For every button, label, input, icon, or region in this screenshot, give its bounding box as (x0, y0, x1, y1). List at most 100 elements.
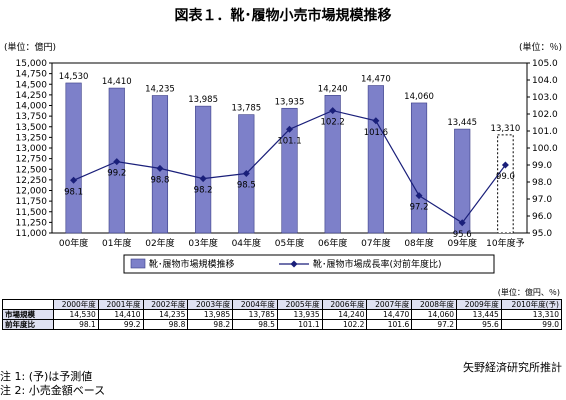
growth-marker (286, 125, 293, 133)
notes: 注 1: (予)は予測値 注 2: 小売金額ベース (0, 370, 105, 398)
bar (281, 107, 298, 234)
growth-marker (329, 107, 337, 115)
table-cell: 14,240 (321, 309, 368, 320)
growth-value-label: 101.6 (364, 128, 388, 138)
table-year-header: 2009年度 (456, 299, 502, 310)
note-2: 注 2: 小売金額ベース (0, 384, 106, 397)
bar (324, 95, 341, 234)
table-cell: 98.2 (187, 319, 234, 330)
growth-marker (70, 176, 78, 184)
table-cell: 14,235 (142, 309, 189, 320)
right-tick-label: 101.0 (532, 127, 558, 137)
table-cell: 13,935 (276, 309, 323, 320)
table-cell: 98.5 (232, 319, 278, 330)
table-cell: 14,470 (366, 309, 413, 320)
table-cell: 14,410 (97, 309, 144, 320)
legend-line-label: 靴･履物市場成長率(対前年度比) (313, 258, 442, 270)
data-table: 2000年度 2001年度 2002年度 2003年度 2004年度 2005年度 2006… (2, 299, 563, 330)
table-cell: 13,445 (456, 309, 502, 320)
legend-bar-swatch (130, 258, 146, 269)
category-label: 01年度 (102, 237, 131, 249)
bar-forecast (497, 134, 514, 234)
category-label: 08年度 (404, 237, 433, 249)
left-tick-label: 12,500 (16, 165, 48, 175)
right-tick-label: 99.0 (532, 161, 552, 171)
growth-value-label: 99.2 (107, 169, 126, 179)
category-label: 07年度 (361, 237, 390, 249)
left-tick-label: 13,250 (16, 133, 48, 143)
table-cell: 98.8 (142, 319, 189, 330)
growth-value-label: 98.5 (237, 181, 256, 191)
table-year-header: 2007年度 (366, 299, 413, 310)
table-cell: 102.2 (321, 319, 368, 330)
left-tick-label: 13,500 (16, 123, 48, 133)
table-corner (2, 299, 54, 310)
table-cell: 14,530 (53, 309, 99, 320)
table-year-header: 2005年度 (276, 299, 323, 310)
table-cell: 99.2 (97, 319, 144, 330)
note-1: 注 1: (予)は予測値 (0, 370, 93, 383)
chart: 図表１．靴･履物小売市場規模推移 (単位：億円) (単位：％) 11,00011… (4, 7, 562, 274)
table-year-header: 2008年度 (411, 299, 458, 310)
category-label: 00年度 (59, 237, 88, 249)
category-label: 06年度 (318, 237, 347, 249)
table-cell: 101.1 (276, 319, 323, 330)
category-label: 09年度 (448, 237, 477, 249)
table-year-header: 2001年度 (97, 299, 144, 310)
table-cell: 99.0 (500, 319, 563, 330)
bar-value-label: 14,410 (102, 77, 132, 87)
growth-value-label: 102.2 (321, 118, 345, 128)
table-year-header: 2000年度 (53, 299, 99, 310)
left-tick-label: 11,000 (16, 229, 48, 239)
right-tick-label: 104.0 (532, 76, 558, 86)
left-tick-label: 11,250 (16, 218, 48, 228)
bar-value-label: 14,530 (59, 72, 89, 82)
right-tick-label: 95.0 (532, 229, 552, 239)
growth-marker (458, 219, 466, 227)
bar (65, 82, 82, 234)
growth-value-label: 95.6 (453, 230, 472, 240)
growth-value-label: 98.1 (64, 187, 83, 197)
left-tick-label: 14,000 (16, 102, 48, 112)
right-tick-label: 96.0 (532, 212, 552, 222)
table-cell: 95.6 (456, 319, 502, 330)
bar-value-label: 14,060 (404, 92, 434, 102)
bar-value-label: 13,985 (188, 95, 218, 105)
left-tick-label: 14,750 (16, 70, 48, 80)
table-row: 前年度比 98.1 99.2 98.8 98.2 98.5 101.1 102.2 101.6 9… (2, 319, 563, 330)
table-row-header: 市場規模 (2, 309, 54, 320)
category-label: 02年度 (145, 237, 174, 249)
bar-value-label: 13,785 (231, 104, 261, 114)
table-cell: 98.1 (53, 319, 99, 330)
left-tick-label: 11,750 (16, 197, 48, 207)
growth-value-label: 98.8 (150, 175, 169, 185)
right-tick-label: 105.0 (532, 59, 558, 69)
growth-marker (242, 170, 250, 177)
growth-marker (372, 117, 380, 125)
category-label: 03年度 (188, 237, 217, 249)
left-tick-label: 12,250 (16, 176, 48, 186)
growth-marker (415, 192, 423, 200)
table-cell: 13,985 (187, 309, 234, 320)
right-tick-label: 100.0 (532, 144, 558, 154)
table-cell: 13,785 (232, 309, 278, 320)
bar (367, 85, 384, 234)
source-credit: 矢野経済研究所推計 (463, 361, 562, 374)
table-header-row: 2000年度 2001年度 2002年度 2003年度 2004年度 2005年度 2006… (2, 299, 563, 310)
table-cell: 14,060 (411, 309, 458, 320)
bar-value-label: 14,470 (361, 75, 391, 85)
left-tick-label: 13,000 (16, 144, 48, 154)
table-cell: 101.6 (366, 319, 413, 330)
right-tick-label: 103.0 (532, 93, 558, 103)
category-label: 10年度予 (486, 237, 524, 249)
legend-bar-label: 靴･履物市場規模推移 (149, 258, 235, 270)
bar-value-label: 13,310 (491, 124, 521, 134)
bar (151, 95, 169, 234)
growth-marker (113, 158, 121, 166)
category-label: 04年度 (232, 237, 261, 249)
table-row: 市場規模 14,530 14,410 14,235 13,985 13,785 13,935… (2, 309, 563, 320)
growth-marker (156, 164, 164, 172)
growth-value-label: 101.1 (277, 136, 301, 146)
left-axis-unit: (単位：億円) (4, 41, 56, 53)
table-unit: (単位：億円、％) (497, 288, 560, 297)
